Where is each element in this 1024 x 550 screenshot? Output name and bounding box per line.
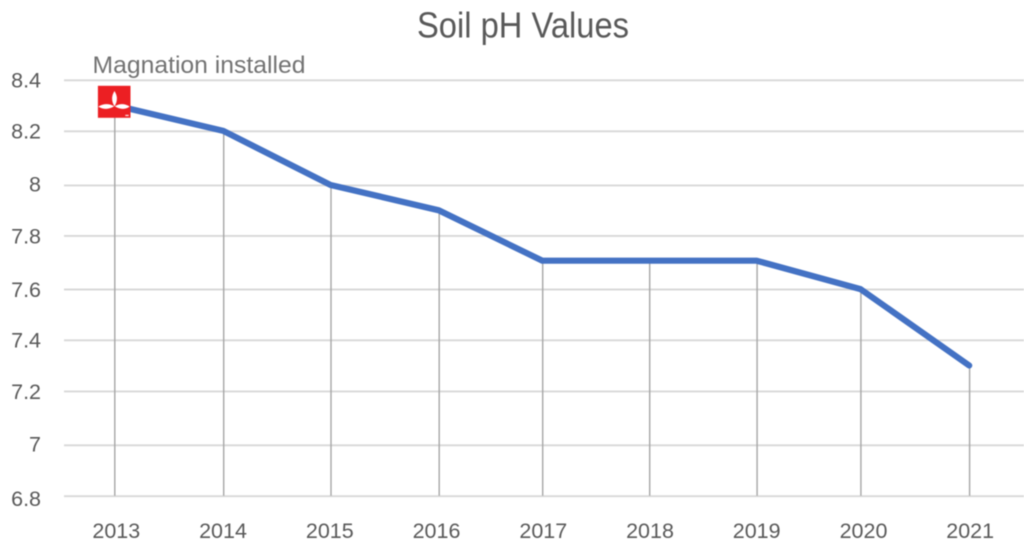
- svg-text:2013: 2013: [92, 519, 140, 543]
- svg-text:6.8: 6.8: [11, 487, 41, 511]
- svg-text:7.4: 7.4: [11, 329, 41, 353]
- svg-text:2019: 2019: [733, 519, 781, 543]
- svg-text:2016: 2016: [413, 519, 461, 543]
- svg-text:2015: 2015: [306, 519, 354, 543]
- svg-text:Magnation installed: Magnation installed: [93, 52, 306, 79]
- svg-text:7.8: 7.8: [11, 224, 41, 248]
- svg-text:8: 8: [29, 173, 41, 197]
- svg-text:7.6: 7.6: [11, 278, 41, 302]
- svg-text:2017: 2017: [519, 519, 567, 543]
- svg-text:Soil pH Values: Soil pH Values: [417, 5, 629, 46]
- svg-text:7.2: 7.2: [11, 380, 41, 404]
- svg-text:2021: 2021: [946, 519, 994, 543]
- svg-text:2020: 2020: [840, 519, 888, 543]
- svg-text:7: 7: [29, 433, 41, 457]
- svg-text:8.4: 8.4: [11, 69, 41, 93]
- svg-text:8.2: 8.2: [11, 120, 41, 144]
- svg-text:2014: 2014: [199, 519, 247, 543]
- svg-text:2018: 2018: [626, 519, 674, 543]
